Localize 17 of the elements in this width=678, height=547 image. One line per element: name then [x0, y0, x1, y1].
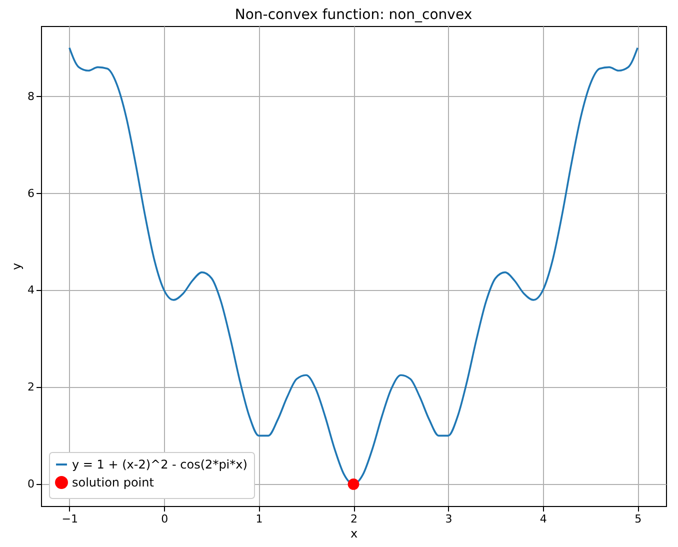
x-tick-label: 2: [350, 512, 358, 526]
y-tick-label: 0: [28, 478, 34, 491]
x-tick-label: 1: [256, 512, 263, 526]
x-tick-label: 5: [634, 512, 642, 526]
y-tick-label: 2: [28, 380, 34, 394]
legend-label: solution point: [72, 476, 154, 490]
y-tick-label: 6: [28, 186, 34, 200]
y-axis-title: y: [10, 262, 24, 270]
y-tick-label: 4: [28, 284, 34, 297]
y-tick-label: 8: [28, 90, 34, 103]
chart-title: Non-convex function: non_convex: [234, 7, 472, 23]
legend-label: y = 1 + (x-2)^2 - cos(2*pi*x): [72, 458, 248, 472]
x-tick-label: 4: [540, 512, 547, 526]
x-tick-label: −1: [62, 512, 78, 526]
x-tick-label: 0: [161, 512, 168, 526]
x-tick-label: 3: [445, 512, 452, 526]
x-axis-title: x: [350, 526, 358, 540]
